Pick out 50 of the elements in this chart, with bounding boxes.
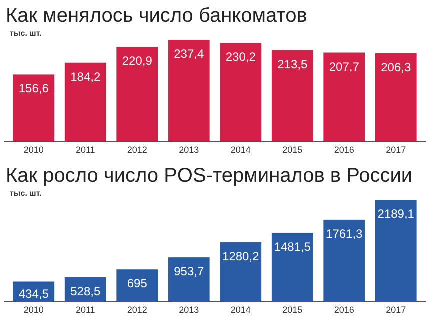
data-label: 953,7: [174, 264, 204, 279]
data-label: 230,2: [226, 50, 256, 64]
y-axis-title: тыс. шт.: [10, 29, 42, 38]
bar: [116, 47, 158, 142]
chart-title: Как менялось число банкоматов: [6, 5, 308, 27]
x-tick-label: 2017: [386, 305, 406, 315]
x-tick-label: 2011: [76, 145, 96, 155]
x-tick-label: 2016: [334, 145, 354, 155]
data-label: 528,5: [70, 284, 101, 298]
bar: [272, 232, 314, 302]
data-label: 184,2: [70, 70, 101, 84]
data-label: 213,5: [278, 57, 308, 72]
data-label: 207,7: [329, 60, 360, 74]
chart-title: Как росло число POS-терминалов в России: [6, 165, 413, 187]
y-axis-title: тыс. шт.: [10, 189, 42, 198]
x-tick-label: 2015: [282, 145, 303, 155]
x-tick-label: 2012: [127, 145, 148, 155]
data-label: 220,9: [122, 54, 153, 68]
bar: [116, 270, 158, 302]
data-label: 1761,3: [326, 226, 364, 241]
x-tick-label: 2016: [334, 305, 354, 315]
x-tick-label: 2017: [386, 145, 406, 155]
x-tick-label: 2014: [230, 145, 251, 155]
x-tick-label: 2015: [282, 305, 303, 315]
data-label: 206,3: [381, 60, 412, 74]
data-label: 1280,2: [222, 249, 260, 264]
bar: [375, 53, 417, 142]
bar: [168, 40, 210, 142]
data-label: 695: [127, 276, 148, 291]
x-tick-label: 2013: [179, 145, 200, 155]
bar: [324, 52, 366, 142]
x-tick-label: 2012: [127, 305, 148, 315]
bar: [220, 242, 262, 302]
data-label: 1481,5: [274, 240, 312, 254]
data-label: 156,6: [18, 82, 50, 96]
x-tick-label: 2013: [179, 305, 200, 315]
bar: [375, 200, 417, 302]
bar: [13, 74, 55, 142]
bar: [324, 220, 366, 302]
bar: [64, 62, 106, 142]
bar: [272, 50, 314, 142]
x-tick-label: 2014: [230, 305, 251, 315]
data-label: 237,4: [174, 47, 204, 61]
x-tick-label: 2010: [24, 305, 44, 315]
bar: [168, 258, 210, 302]
bar: [220, 43, 262, 142]
x-tick-label: 2011: [76, 305, 96, 315]
x-tick-label: 2010: [24, 145, 44, 155]
data-label: 434,5: [18, 287, 50, 301]
data-label: 2189,1: [378, 207, 415, 221]
